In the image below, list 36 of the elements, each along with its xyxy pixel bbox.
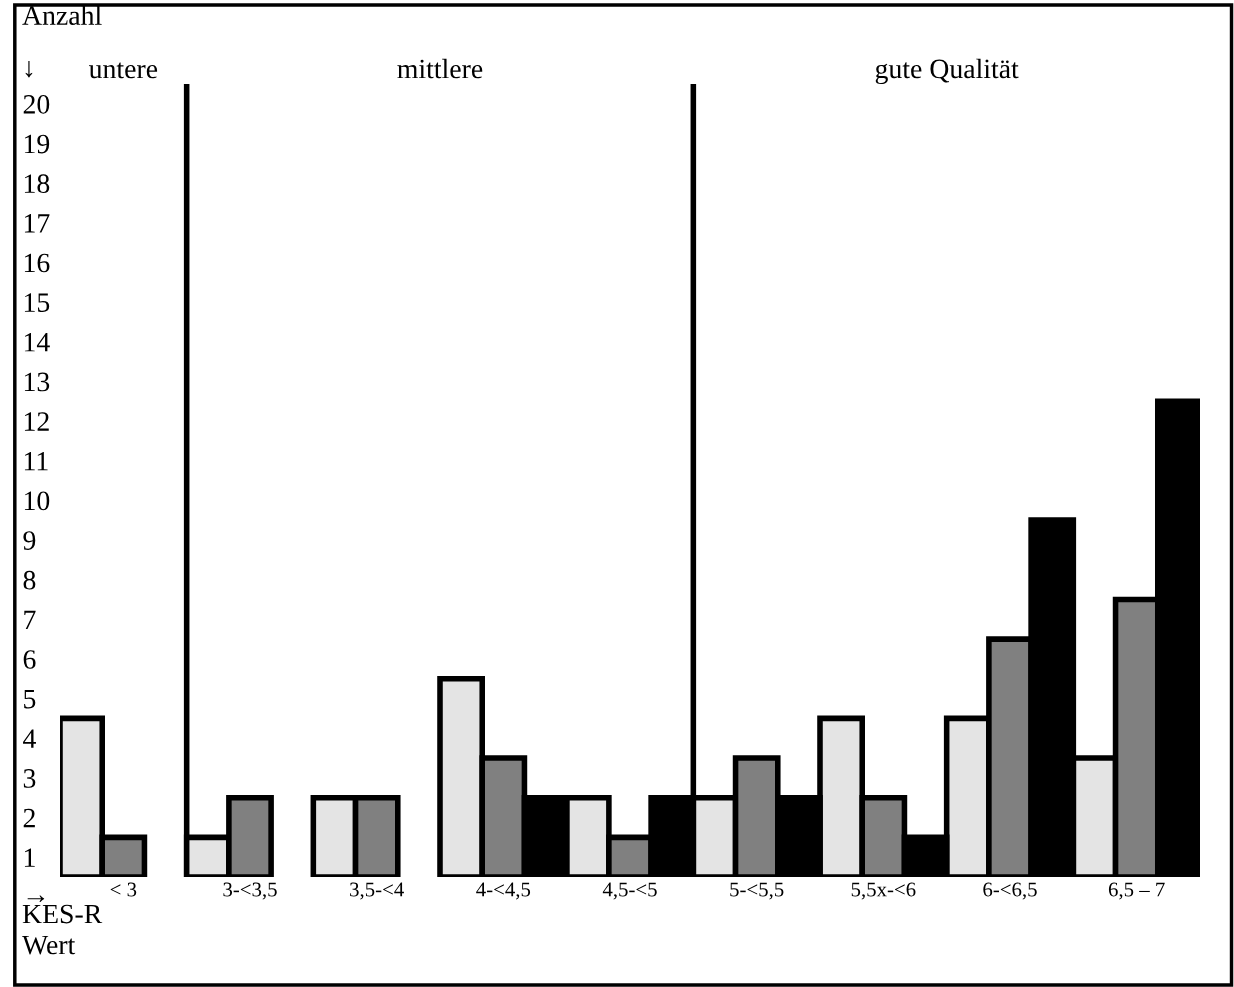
y-tick-label: 1 [24, 848, 35, 867]
x-tick-label: 6,5 – 7 [1108, 882, 1165, 900]
y-tick-label: 13 [24, 372, 50, 392]
x-tick-label: 4,5-<5 [602, 882, 657, 900]
x-tick-label: < 3 [110, 882, 137, 897]
y-tick-label: 6 [23, 650, 36, 669]
y-tick-label: 16 [24, 253, 50, 273]
y-axis-title: Anzahl [22, 5, 102, 25]
y-tick-label: 2 [23, 808, 35, 828]
x-tick-label: 5-<5,5 [730, 882, 784, 900]
y-tick-label: 5 [24, 690, 36, 709]
y-tick-label: 11 [24, 451, 48, 471]
y-tick-label: 17 [24, 214, 50, 233]
x-tick-label: 4-<4,5 [476, 882, 531, 900]
y-tick-label: 18 [24, 174, 50, 194]
y-tick-label: 15 [24, 293, 50, 312]
text: gute Qualität [875, 58, 1019, 84]
x-tick-label: 5,5x-<6 [851, 882, 916, 900]
x-axis-title: KES-R Wert [22, 904, 103, 955]
x-tick-label: 3,5-<4 [350, 882, 404, 900]
text: ↓ [25, 61, 33, 78]
text: untere [89, 62, 158, 79]
text: → [27, 895, 45, 903]
text: mittlere [397, 58, 483, 79]
y-tick-label: 19 [24, 134, 50, 154]
x-tick-label: 6-<6,5 [983, 882, 1037, 900]
x-tick-label: 3-<3,5 [223, 882, 277, 900]
y-tick-label: 9 [23, 531, 36, 550]
y-tick-label: 20 [23, 94, 50, 114]
y-tick-label: 10 [24, 491, 50, 511]
y-tick-label: 12 [24, 412, 49, 431]
y-tick-label: 3 [23, 769, 36, 788]
y-tick-label: 14 [24, 333, 50, 352]
y-tick-label: 8 [23, 570, 36, 590]
y-tick-label: 7 [24, 610, 36, 629]
y-tick-label: 4 [23, 729, 36, 748]
